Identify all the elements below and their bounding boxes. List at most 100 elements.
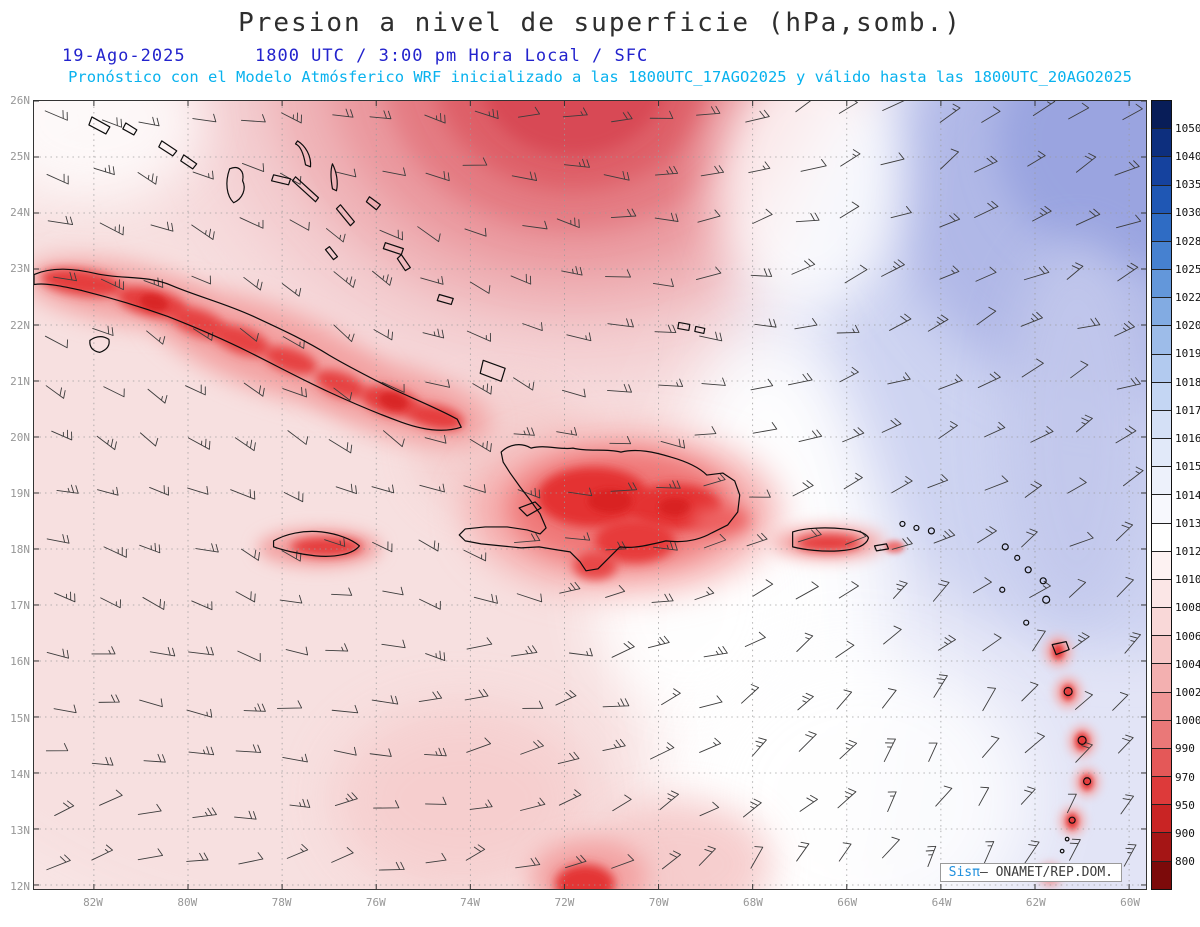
island-st-kitts	[999, 586, 1006, 593]
lat-tick-label: 24N	[10, 206, 30, 220]
wind-barb	[835, 640, 855, 658]
coastline-guadeloupe	[1051, 641, 1070, 656]
subtitle-row: 19-Ago-2025 1800 UTC / 3:00 pm Hora Loca…	[0, 46, 1200, 66]
wind-barb	[469, 799, 493, 810]
colorbar-segment	[1152, 213, 1171, 242]
island-st-vincent	[1068, 816, 1076, 824]
wind-barb	[974, 200, 999, 218]
wind-barb	[1032, 629, 1046, 652]
wind-barb	[516, 593, 543, 603]
coastline-exuma-chain	[291, 176, 320, 203]
wind-barb	[333, 746, 357, 756]
wind-barb	[1067, 477, 1087, 494]
colorbar-level-label: 1006	[1175, 629, 1200, 643]
pressure-shading-blob	[484, 101, 662, 156]
wind-barb	[137, 848, 164, 861]
wind-barb	[981, 106, 1001, 123]
wind-barb	[46, 854, 71, 871]
coastline-mayaguana	[436, 293, 454, 306]
coastline-ragged-island	[324, 246, 339, 261]
wind-barb	[1032, 205, 1052, 222]
colorbar-segment	[1152, 270, 1171, 299]
colorbar-segment	[1152, 720, 1171, 749]
wind-barb	[335, 168, 357, 178]
wind-barb	[938, 421, 958, 439]
lon-tick-label: 68W	[743, 896, 763, 909]
wind-barb	[661, 850, 681, 870]
wind-barb	[887, 791, 897, 813]
lat-tick-label: 25N	[10, 150, 30, 164]
wind-barb	[798, 731, 817, 752]
wind-barb	[191, 275, 212, 285]
wind-barb	[837, 788, 857, 809]
valid-time: 1800 UTC / 3:00 pm Hora Local / SFC	[255, 46, 649, 66]
wind-barb	[192, 807, 217, 819]
wind-barb	[279, 594, 303, 604]
wind-barb	[1077, 317, 1101, 329]
wind-barb	[46, 648, 69, 659]
wind-barb	[752, 579, 774, 597]
wind-barb	[369, 748, 392, 757]
coastline-eleuthera	[294, 140, 312, 168]
wind-barb	[466, 637, 493, 650]
map-layers	[34, 101, 1146, 889]
wind-barb	[694, 426, 717, 436]
wind-barb	[838, 101, 858, 114]
wind-barb	[101, 117, 123, 128]
wind-barb	[842, 427, 865, 443]
wind-barb	[935, 785, 953, 807]
wind-barb	[745, 109, 770, 123]
wind-barb	[694, 586, 715, 601]
wind-barb	[932, 580, 950, 602]
wind-barb	[466, 737, 492, 753]
wind-barb	[940, 148, 959, 170]
wind-barb	[838, 842, 852, 862]
wind-barb	[976, 306, 997, 326]
wind-barb	[564, 532, 591, 541]
wind-barb	[882, 101, 905, 111]
wind-barb	[607, 383, 632, 393]
coastline-isla-juventud	[89, 336, 110, 353]
pressure-shading-blob	[690, 505, 751, 534]
wind-barb	[372, 541, 393, 553]
wind-barb	[938, 374, 963, 390]
wind-barb	[149, 485, 170, 496]
wind-barb	[1027, 150, 1046, 167]
graticule	[34, 101, 1146, 889]
wind-barb	[658, 378, 684, 387]
wind-barb	[799, 794, 818, 812]
wind-barb	[602, 738, 626, 752]
pressure-shading-blob	[1052, 643, 1065, 660]
wind-barb	[146, 330, 166, 345]
wind-barb	[425, 379, 451, 388]
pressure-shading-blob	[140, 294, 168, 311]
wind-barb	[185, 384, 206, 396]
lat-tick-label: 20N	[10, 430, 30, 444]
wind-barb	[99, 222, 124, 236]
wind-barb	[937, 634, 956, 651]
pressure-shading-blob	[588, 489, 632, 513]
island-montserrat	[1023, 619, 1030, 626]
wind-barb	[188, 746, 215, 756]
wind-barb	[234, 437, 256, 452]
pressure-shading-blob	[379, 392, 408, 410]
wind-barb	[372, 270, 393, 286]
coastline-rum-cay	[365, 196, 381, 211]
wind-barb	[240, 548, 260, 561]
wind-barb	[382, 167, 406, 177]
colorbar-segment	[1152, 157, 1171, 186]
wind-barb	[1075, 741, 1093, 763]
wind-barb	[99, 789, 123, 806]
wind-barb	[891, 475, 913, 494]
wind-barb	[418, 691, 443, 703]
wind-barb	[1116, 576, 1134, 598]
wind-barb	[369, 110, 392, 120]
wind-barb	[195, 543, 219, 553]
wind-barb	[45, 385, 66, 399]
wind-barb	[54, 591, 76, 603]
wind-barb	[839, 739, 858, 760]
wind-barb	[561, 266, 583, 276]
pressure-shading-blob	[170, 306, 228, 339]
wind-barb	[984, 421, 1006, 438]
wind-barb	[1023, 265, 1050, 281]
